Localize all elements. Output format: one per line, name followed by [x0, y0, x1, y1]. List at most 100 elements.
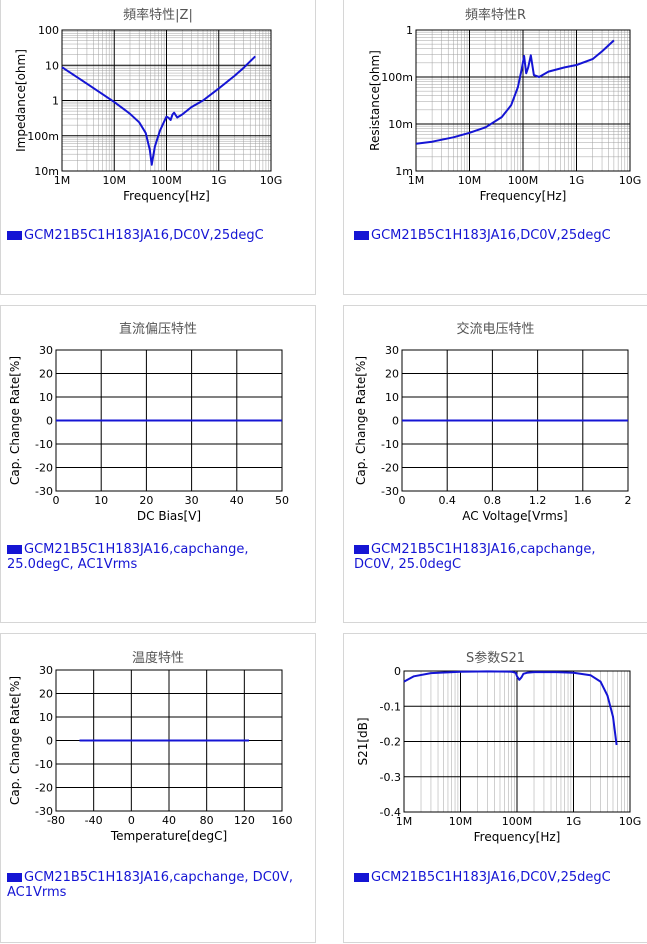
plot-frame [403, 670, 631, 813]
y-tick-label: 0 [46, 735, 53, 748]
chart-panel-resistance: 頻率特性R 1M 10M 100M 1G 10G 1m 10m 100m 1 Frequency[… [343, 0, 647, 295]
y-axis-title: S21[dB] [356, 717, 370, 765]
x-tick-label: 10G [619, 174, 642, 187]
x-tick-label: 160 [272, 814, 293, 827]
s21-chart: 1M 10M 100M 1G 10G -0.4 -0.3 -0.2 -0.1 0 Frequency… [356, 665, 642, 844]
y-tick-label: 30 [39, 344, 53, 357]
chart-title: 温度特性 [131, 651, 184, 666]
x-tick-label: 0 [128, 814, 135, 827]
x-axis-title: AC Voltage[Vrms] [462, 509, 567, 523]
legend-item: GCM21B5C1H183JA16,capchange, DC0V, 25.0d… [354, 542, 639, 572]
y-tick-label: 10 [45, 59, 59, 72]
series-line [61, 55, 257, 166]
y-tick-label: -0.2 [380, 736, 401, 749]
x-tick-label: 1G [569, 174, 585, 187]
x-tick-label: 20 [139, 494, 153, 507]
y-tick-label: 10 [385, 391, 399, 404]
chart-title: 頻率特性|Z| [123, 8, 193, 23]
y-tick-label: -20 [35, 782, 53, 795]
y-tick-label: -30 [35, 485, 53, 498]
y-tick-label: 30 [39, 664, 53, 677]
y-tick-label: 100m [27, 130, 59, 143]
y-axis-title: Cap. Change Rate[%] [8, 356, 22, 485]
y-tick-label: 1m [395, 165, 413, 178]
x-tick-label: 50 [275, 494, 289, 507]
y-tick-label: -0.3 [380, 771, 401, 784]
x-tick-label: 100M [502, 815, 533, 828]
legend-item: GCM21B5C1H183JA16,capchange, DC0V, AC1Vr… [7, 870, 307, 900]
y-tick-label: -30 [381, 485, 399, 498]
chart-panel-temperature: 温度特性 -80 -40 0 40 80 120 160 -30 -20 -10 0 10 20 30 Te… [0, 633, 316, 943]
x-tick-label: 40 [162, 814, 176, 827]
x-axis-title: DC Bias[V] [137, 509, 201, 523]
x-axis-title: Temperature[degC] [110, 829, 227, 843]
y-tick-label: 20 [39, 688, 53, 701]
x-tick-label: -40 [85, 814, 103, 827]
legend-item: GCM21B5C1H183JA16,DC0V,25degC [354, 228, 644, 243]
x-tick-label: 1.2 [529, 494, 547, 507]
y-tick-label: 0 [394, 665, 401, 678]
y-tick-label: 30 [385, 344, 399, 357]
x-axis-title: Frequency[Hz] [123, 189, 210, 203]
y-tick-label: -10 [35, 758, 53, 771]
x-tick-label: 10M [458, 174, 482, 187]
y-tick-label: -30 [35, 805, 53, 818]
x-tick-label: 1M [408, 174, 425, 187]
legend-label: GCM21B5C1H183JA16,capchange, DC0V, AC1Vr… [7, 870, 294, 900]
y-tick-label: 100 [38, 24, 59, 37]
y-tick-label: 10 [39, 711, 53, 724]
chart-panel-ac-voltage: 交流电压特性 0 0.4 0.8 1.2 1.6 2 -30 -20 -10 0 10 20 30 AC … [343, 305, 647, 623]
x-tick-label: 100M [151, 174, 182, 187]
chart-panel-s21: S参数S21 1M 10M 100M 1G 10G -0.4 -0.3 -0.2 -0.1 0 Fr… [343, 633, 647, 943]
x-tick-label: 1G [211, 174, 227, 187]
x-tick-label: 10G [619, 815, 642, 828]
y-tick-label: -0.4 [380, 806, 401, 819]
legend-item: GCM21B5C1H183JA16,DC0V,25degC [354, 870, 639, 885]
legend-label: GCM21B5C1H183JA16,DC0V,25degC [371, 228, 611, 243]
x-tick-label: 100M [508, 174, 539, 187]
y-axis-title: Cap. Change Rate[%] [354, 356, 368, 485]
x-tick-label: 0 [53, 494, 60, 507]
chart-title: 頻率特性R [464, 8, 527, 23]
legend-swatch [354, 231, 369, 240]
y-tick-label: 1 [52, 95, 59, 108]
x-tick-label: 40 [230, 494, 244, 507]
legend-label: GCM21B5C1H183JA16,capchange, DC0V, 25.0d… [354, 542, 596, 572]
chart-panel-dc-bias: 直流偏压特性 0 10 20 30 40 50 -30 -20 -10 0 10 20 30 DC Bia… [0, 305, 316, 623]
plot-frame [55, 669, 283, 812]
x-tick-label: 0.4 [438, 494, 456, 507]
plot-frame [415, 29, 631, 172]
x-tick-label: 0 [399, 494, 406, 507]
series-line [415, 39, 615, 145]
y-tick-label: -0.1 [380, 700, 401, 713]
x-tick-label: 10G [260, 174, 283, 187]
y-tick-label: -10 [35, 438, 53, 451]
x-tick-label: 10 [94, 494, 108, 507]
x-axis-title: Frequency[Hz] [474, 830, 561, 844]
y-tick-label: 10m [34, 165, 59, 178]
series-line [403, 670, 618, 746]
plot-frame [61, 29, 272, 172]
y-tick-label: 0 [46, 415, 53, 428]
y-axis-title: Cap. Change Rate[%] [8, 676, 22, 805]
y-tick-label: 0 [392, 415, 399, 428]
y-axis-title: Resistance[ohm] [368, 50, 382, 151]
x-tick-label: 10M [103, 174, 127, 187]
y-tick-label: 10m [388, 118, 413, 131]
ac-voltage-chart: 0 0.4 0.8 1.2 1.6 2 -30 -20 -10 0 10 20 30 AC Voltage… [354, 344, 632, 523]
legend-swatch [354, 545, 369, 554]
y-tick-label: -10 [381, 438, 399, 451]
x-tick-label: 1M [396, 815, 413, 828]
x-tick-label: 2 [625, 494, 632, 507]
y-tick-label: -20 [35, 462, 53, 475]
y-tick-label: 10 [39, 391, 53, 404]
legend-swatch [7, 873, 22, 882]
x-axis-title: Frequency[Hz] [480, 189, 567, 203]
legend-item: GCM21B5C1H183JA16,DC0V,25degC [7, 228, 307, 243]
y-tick-label: 100m [381, 71, 413, 84]
chart-title: 交流电压特性 [456, 322, 535, 337]
y-tick-label: 20 [385, 368, 399, 381]
x-tick-label: 0.8 [484, 494, 502, 507]
chart-panel-impedance: 頻率特性|Z| 1M 10M 100M 1G 10G 10m 100m 1 10 100 Frequ… [0, 0, 316, 295]
legend-item: GCM21B5C1H183JA16,capchange, 25.0degC, A… [7, 542, 307, 572]
